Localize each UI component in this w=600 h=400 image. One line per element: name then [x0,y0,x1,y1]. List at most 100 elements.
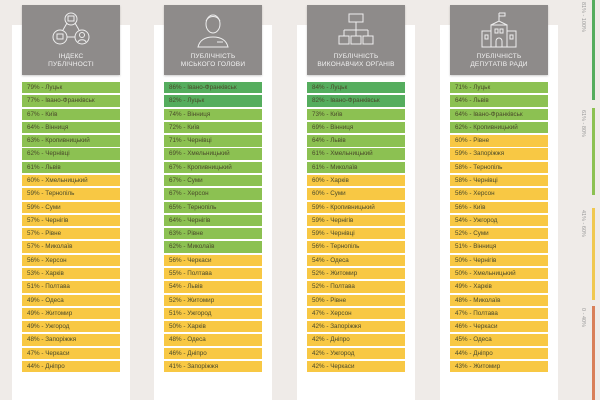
ranking-list: 84% - Луцьк 82% - Івано-Франківськ 73% - К… [307,82,405,374]
ranking-row: 56% - Київ [450,201,548,213]
ranking-row: 48% - Миколаїв [450,294,548,306]
column-title-line1: Публічність [333,53,379,60]
ranking-row: 84% - Луцьк [307,82,405,94]
ranking-row: 61% - Львів [22,161,120,174]
ranking-row: 59% - Суми [22,201,120,213]
ranking-row: 46% - Черкаси [450,321,548,333]
ranking-row: 67% - Суми [164,174,262,187]
ranking-row: 44% - Дніпро [22,360,120,373]
ranking-row: 56% - Херсон [450,188,548,200]
ranking-row: 41% - Запоріжжя [164,360,262,373]
ranking-row: 42% - Запоріжжя [307,321,405,333]
column-header-card: Публічність виконавчих органів [307,5,405,75]
legend-color-bar [592,208,595,300]
ranking-row: 43% - Житомир [450,360,548,373]
ranking-row: 67% - Київ [22,108,120,120]
ranking-row: 67% - Херсон [164,188,262,200]
ranking-row: 59% - Запоріжжя [450,148,548,160]
column-title: Публічність виконавчих органів [307,53,405,69]
ranking-row: 52% - Суми [450,228,548,240]
legend-label: 61% - 80% [580,110,586,137]
ranking-list: 86% - Івано-Франківськ 82% - Луцьк 74% - В… [164,82,262,374]
legend-label: 81% - 100% [580,2,586,32]
ranking-row: 49% - Харків [450,281,548,293]
column-title-line2: депутатів ради [470,61,528,68]
ranking-row: 42% - Дніпро [307,334,405,346]
ranking-row: 73% - Київ [307,108,405,120]
ranking-row: 57% - Рівне [22,228,120,240]
legend-segment: 81% - 100% [580,0,596,100]
ranking-row: 71% - Чернівці [164,135,262,147]
column-header-card: Публічність міського голови [164,5,262,75]
ranking-row: 58% - Чернівці [450,174,548,187]
ranking-row: 47% - Херсон [307,307,405,320]
ranking-row: 51% - Вінниця [450,241,548,253]
column-title-line1: Публічність [190,53,236,60]
legend-color-bar [592,306,595,400]
ranking-row: 71% - Луцьк [450,82,548,94]
ranking-list: 79% - Луцьк 77% - Івано-Франківськ 67% - К… [22,82,120,374]
ranking-row: 44% - Дніпро [450,347,548,360]
ranking-row: 45% - Одеса [450,334,548,346]
ranking-row: 57% - Чернігів [22,214,120,227]
column-header-card: Індекс публічності [22,5,120,75]
ranking-row: 67% - Кропивницький [164,161,262,174]
column-title-line1: Публічність [476,53,522,60]
ranking-row: 77% - Івано-Франківськ [22,95,120,107]
column-title-line2: міського голови [180,61,246,68]
ranking-row: 54% - Одеса [307,254,405,267]
column-title: Індекс публічності [22,53,120,69]
ranking-row: 56% - Херсон [22,254,120,267]
ranking-row: 62% - Чернівці [22,148,120,160]
ranking-row: 57% - Миколаїв [22,241,120,253]
ranking-row: 60% - Рівне [450,135,548,147]
legend-color-bar [592,108,595,195]
ranking-row: 64% - Львів [307,135,405,147]
ranking-row: 60% - Хмельницький [22,174,120,187]
ranking-row: 82% - Івано-Франківськ [307,95,405,107]
ranking-row: 56% - Тернопіль [307,241,405,253]
ranking-row: 52% - Житомир [307,267,405,280]
ranking-row: 74% - Вінниця [164,108,262,120]
ranking-row: 86% - Івано-Франківськ [164,82,262,94]
column-header-card: Публічність депутатів ради [450,5,548,75]
ranking-row: 52% - Житомир [164,294,262,306]
ranking-row: 60% - Харків [307,174,405,187]
ranking-row: 54% - Ужгород [450,214,548,227]
ranking-row: 72% - Київ [164,121,262,134]
ranking-row: 63% - Кропивницький [22,135,120,147]
ranking-row: 51% - Ужгород [164,307,262,320]
ranking-row: 52% - Полтава [307,281,405,293]
legend-label: 0 - 40% [580,308,586,327]
ranking-row: 62% - Миколаїв [164,241,262,253]
ranking-row: 54% - Львів [164,281,262,293]
ranking-row: 56% - Черкаси [164,254,262,267]
ranking-row: 55% - Полтава [164,267,262,280]
ranking-row: 50% - Чернігів [450,254,548,267]
ranking-row: 64% - Чернігів [164,214,262,227]
ranking-list: 71% - Луцьк 64% - Львів 64% - Івано-Франкі… [450,82,548,374]
ranking-row: 60% - Суми [307,188,405,200]
column-title-line2: публічності [48,61,94,68]
column-title-line1: Індекс [58,53,84,60]
legend-segment: 41% - 60% [580,208,596,300]
ranking-row: 62% - Кропивницький [450,121,548,134]
ranking-row: 63% - Рівне [164,228,262,240]
ranking-row: 53% - Харків [22,267,120,280]
ranking-row: 50% - Харків [164,321,262,333]
column-title-line2: виконавчих органів [317,61,395,68]
ranking-row: 59% - Чернівці [307,228,405,240]
ranking-row: 64% - Львів [450,95,548,107]
legend-color-bar [592,0,595,100]
ranking-row: 49% - Одеса [22,294,120,306]
ranking-row: 46% - Дніпро [164,347,262,360]
legend-label: 41% - 60% [580,210,586,237]
legend-segment: 0 - 40% [580,306,596,400]
legend-segment: 61% - 80% [580,108,596,195]
ranking-row: 61% - Миколаїв [307,161,405,174]
ranking-row: 58% - Тернопіль [450,161,548,174]
ranking-row: 47% - Полтава [450,307,548,320]
ranking-row: 82% - Луцьк [164,95,262,107]
ranking-row: 64% - Івано-Франківськ [450,108,548,120]
ranking-row: 42% - Ужгород [307,347,405,360]
